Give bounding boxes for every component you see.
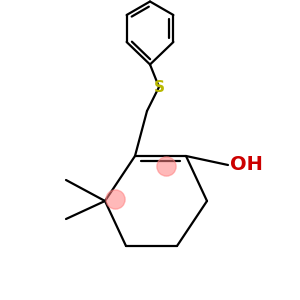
Circle shape	[106, 190, 125, 209]
Text: S: S	[154, 80, 164, 94]
Circle shape	[157, 157, 176, 176]
Text: OH: OH	[230, 155, 263, 175]
